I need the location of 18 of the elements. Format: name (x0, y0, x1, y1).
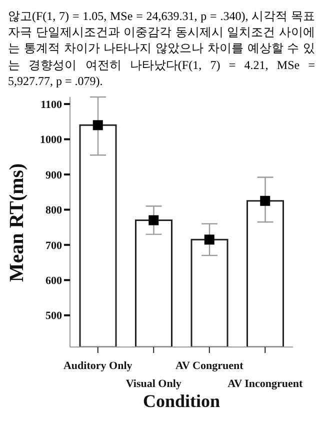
point (148, 215, 159, 226)
point (92, 120, 103, 130)
y-axis-title: Mean RT(ms) (6, 163, 28, 282)
y-tick-label: 1100 (40, 98, 62, 111)
x-tick-label: Visual Only (126, 378, 182, 390)
y-tick-label: 1000 (40, 134, 62, 146)
x-tick-label: Auditory Only (63, 360, 133, 372)
text: 않고(F(1, 7) = 1.05, MSe = 24,639.31, p = .340), 시각적 목표자극 단일제시조건과 이중감각 동시제시 일치조건 사이에는 통계적 차이가 나타나지 않았으나 차이를 예상할 수 있는 경향성이 여전히 나타났다(F(1, 7) = 4.21, MSe = 5,927.77, p = .079). (8, 8, 315, 89)
y-tick-label: 600 (46, 274, 62, 287)
y-tick-label: 500 (46, 310, 62, 322)
y-tick-label: 700 (46, 240, 62, 252)
point (260, 196, 270, 206)
x-tick-label: AV Incongruent (228, 378, 303, 390)
y-tick-label: 900 (46, 169, 62, 182)
point (204, 234, 214, 245)
y-tick-label: 800 (46, 204, 62, 217)
x-tick-label: AV Congruent (176, 360, 244, 372)
x-axis-title: Condition (142, 390, 220, 411)
